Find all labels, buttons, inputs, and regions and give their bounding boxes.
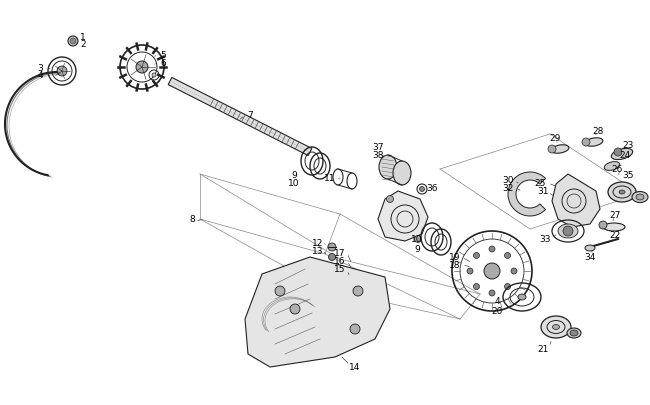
Circle shape: [599, 222, 607, 230]
Circle shape: [504, 253, 510, 259]
Text: 16: 16: [334, 256, 346, 265]
Text: 29: 29: [549, 133, 561, 142]
Text: 1: 1: [80, 32, 86, 41]
Circle shape: [489, 290, 495, 296]
Circle shape: [489, 246, 495, 252]
Ellipse shape: [379, 156, 397, 179]
Ellipse shape: [604, 162, 620, 171]
Text: 11: 11: [324, 173, 336, 182]
Polygon shape: [508, 173, 545, 216]
Ellipse shape: [355, 275, 369, 284]
Text: 27: 27: [609, 210, 621, 219]
Text: 25: 25: [534, 178, 546, 187]
Text: 8: 8: [189, 215, 195, 224]
Ellipse shape: [585, 245, 595, 252]
Text: 32: 32: [502, 183, 514, 192]
Text: 21: 21: [538, 344, 549, 353]
Ellipse shape: [551, 145, 569, 154]
Text: 30: 30: [502, 175, 514, 184]
Text: 22: 22: [610, 230, 621, 239]
Circle shape: [328, 254, 335, 261]
Circle shape: [467, 269, 473, 274]
Ellipse shape: [585, 139, 603, 147]
Text: 3: 3: [37, 63, 43, 72]
Circle shape: [57, 67, 67, 77]
Text: 9: 9: [414, 244, 420, 253]
Ellipse shape: [393, 162, 411, 185]
Text: 17: 17: [334, 248, 346, 257]
Text: 5: 5: [160, 50, 166, 60]
Text: 35: 35: [622, 170, 634, 179]
Ellipse shape: [570, 330, 578, 336]
Text: 37: 37: [372, 142, 384, 151]
Circle shape: [275, 286, 285, 296]
Circle shape: [290, 304, 300, 314]
Circle shape: [415, 236, 421, 243]
Ellipse shape: [567, 328, 581, 338]
Text: 12: 12: [312, 239, 324, 248]
Ellipse shape: [558, 224, 578, 239]
Circle shape: [350, 324, 360, 334]
Text: 4: 4: [494, 297, 500, 306]
Polygon shape: [168, 78, 312, 156]
Polygon shape: [552, 175, 600, 228]
Circle shape: [563, 226, 573, 237]
Text: 10: 10: [411, 235, 422, 244]
Ellipse shape: [632, 192, 648, 203]
Circle shape: [152, 74, 156, 78]
Ellipse shape: [603, 224, 625, 231]
Circle shape: [548, 146, 556, 153]
Text: 33: 33: [540, 235, 551, 244]
Text: 9: 9: [291, 170, 297, 179]
Text: 36: 36: [426, 183, 437, 192]
Text: 19: 19: [449, 252, 461, 261]
Ellipse shape: [611, 149, 632, 160]
Circle shape: [68, 37, 78, 47]
Text: 15: 15: [334, 265, 346, 274]
Circle shape: [70, 39, 76, 45]
Text: 18: 18: [449, 260, 461, 269]
Circle shape: [511, 269, 517, 274]
Text: 26: 26: [611, 164, 623, 173]
Polygon shape: [378, 192, 428, 241]
Circle shape: [614, 149, 622, 157]
Polygon shape: [245, 257, 390, 367]
Ellipse shape: [541, 316, 571, 338]
Circle shape: [419, 187, 424, 192]
Text: 23: 23: [622, 140, 634, 149]
Text: 4: 4: [37, 70, 43, 79]
Circle shape: [473, 284, 480, 290]
Text: 10: 10: [288, 178, 300, 187]
Text: 14: 14: [349, 362, 361, 371]
Circle shape: [136, 62, 148, 74]
Text: 6: 6: [160, 58, 166, 67]
Text: 20: 20: [491, 306, 502, 315]
Circle shape: [484, 263, 500, 279]
Circle shape: [582, 139, 590, 147]
Ellipse shape: [552, 325, 560, 330]
Ellipse shape: [518, 294, 526, 300]
Ellipse shape: [636, 194, 644, 200]
Text: 2: 2: [80, 39, 86, 48]
Text: 31: 31: [538, 187, 549, 196]
Circle shape: [328, 243, 336, 252]
Text: 34: 34: [584, 253, 595, 262]
Text: 13: 13: [312, 247, 324, 256]
Ellipse shape: [619, 190, 625, 194]
Circle shape: [473, 253, 480, 259]
Circle shape: [504, 284, 510, 290]
Text: 7: 7: [247, 110, 253, 119]
Text: 28: 28: [592, 126, 604, 135]
Text: 24: 24: [619, 150, 630, 159]
Text: 38: 38: [372, 150, 384, 159]
Circle shape: [387, 196, 393, 203]
Circle shape: [353, 286, 363, 296]
Circle shape: [340, 282, 350, 292]
Ellipse shape: [608, 183, 636, 202]
